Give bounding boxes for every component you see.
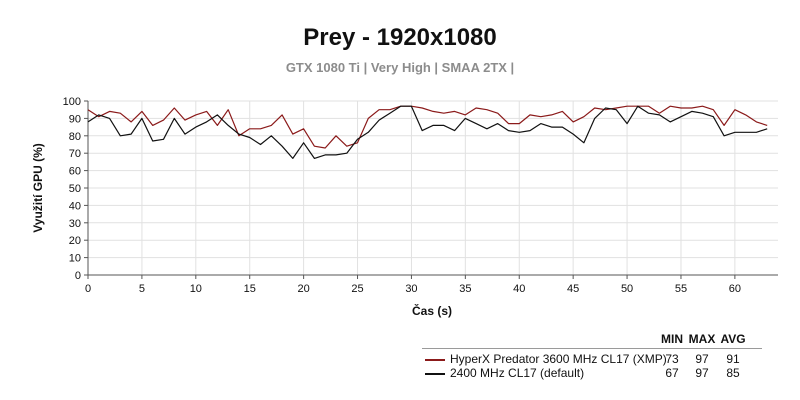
legend-label-default: 2400 MHz CL17 (default): [450, 366, 585, 380]
x-tick-label: 45: [567, 283, 579, 295]
y-tick-label: 30: [69, 218, 81, 230]
x-tick-label: 0: [85, 283, 91, 295]
legend-swatch-xmp: [425, 359, 445, 361]
legend-row-xmp: HyperX Predator 3600 MHz CL17 (XMP) 73 9…: [422, 352, 762, 366]
chart-subtitle: GTX 1080 Ti | Very High | SMAA 2TX |: [285, 60, 515, 75]
legend-avg-xmp: 91: [726, 352, 740, 366]
series-lines: [87, 105, 768, 159]
legend-header-min: MIN: [661, 332, 683, 346]
series-line-1: [87, 105, 768, 159]
legend: MIN MAX AVG HyperX Predator 3600 MHz CL1…: [422, 332, 762, 380]
x-axis-label: Čas (s): [412, 303, 452, 318]
series-line-0: [87, 105, 768, 149]
x-tick-label: 20: [298, 283, 310, 295]
y-tick-label: 20: [69, 235, 81, 247]
x-tick-label: 5: [139, 283, 145, 295]
y-tick-label: 80: [69, 131, 81, 143]
legend-label-xmp: HyperX Predator 3600 MHz CL17 (XMP): [450, 352, 667, 366]
y-tick-label: 50: [69, 183, 81, 195]
legend-header-avg: AVG: [720, 332, 746, 346]
y-tick-label: 90: [69, 113, 81, 125]
grid: [87, 100, 778, 276]
y-tick-label: 40: [69, 200, 81, 212]
legend-min-default: 67: [665, 366, 679, 380]
legend-table: HyperX Predator 3600 MHz CL17 (XMP) 73 9…: [422, 348, 762, 380]
y-tick-label: 70: [69, 148, 81, 160]
chart-title: Prey - 1920x1080: [303, 24, 497, 51]
y-tick-label: 10: [69, 253, 81, 265]
legend-header-max: MAX: [688, 332, 716, 346]
x-tick-label: 50: [621, 283, 633, 295]
x-tick-label: 25: [351, 283, 363, 295]
legend-min-xmp: 73: [665, 352, 679, 366]
y-tick-label: 0: [75, 270, 81, 282]
x-tick-label: 55: [675, 283, 687, 295]
legend-header: MIN MAX AVG: [422, 332, 762, 348]
y-tick-label: 100: [63, 96, 81, 108]
x-tick-label: 30: [405, 283, 417, 295]
y-tick-label: 60: [69, 166, 81, 178]
x-tick-label: 60: [729, 283, 741, 295]
legend-max-xmp: 97: [695, 352, 709, 366]
y-axis-label: Využití GPU (%): [31, 143, 45, 233]
axes: 0 10 20 30 40 50 60 70 80 90 100 0 5 10 15 20 25 30 35 40 45…: [63, 96, 778, 295]
x-tick-label: 40: [513, 283, 525, 295]
x-tick-label: 15: [244, 283, 256, 295]
legend-swatch-default: [425, 373, 445, 375]
x-tick-label: 35: [459, 283, 471, 295]
x-tick-label: 10: [190, 283, 202, 295]
legend-avg-default: 85: [726, 366, 740, 380]
legend-row-default: 2400 MHz CL17 (default) 67 97 85: [422, 366, 762, 380]
legend-max-default: 97: [695, 366, 709, 380]
